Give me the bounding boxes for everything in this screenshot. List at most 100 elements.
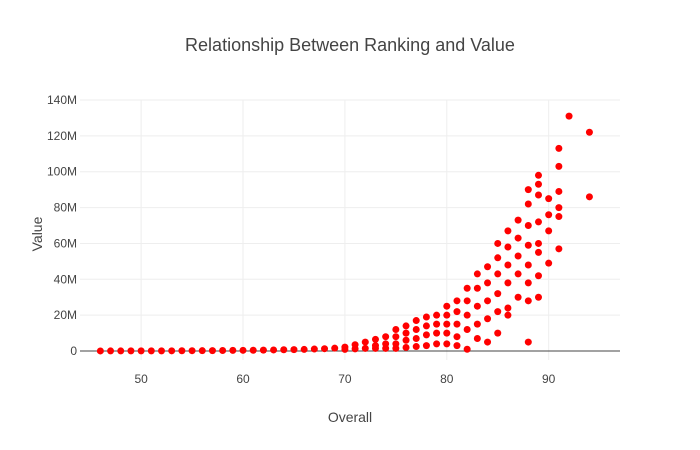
scatter-point[interactable] [453, 297, 461, 305]
scatter-point[interactable] [463, 345, 471, 353]
scatter-point[interactable] [249, 346, 257, 354]
scatter-point[interactable] [412, 317, 420, 325]
scatter-point[interactable] [484, 297, 492, 305]
scatter-point[interactable] [545, 195, 553, 203]
scatter-point[interactable] [473, 270, 481, 278]
scatter-point[interactable] [555, 187, 563, 195]
scatter-point[interactable] [127, 347, 135, 355]
scatter-point[interactable] [545, 259, 553, 267]
scatter-point[interactable] [229, 346, 237, 354]
scatter-point[interactable] [555, 245, 563, 253]
scatter-point[interactable] [524, 261, 532, 269]
scatter-point[interactable] [494, 254, 502, 262]
scatter-point[interactable] [524, 241, 532, 249]
scatter-point[interactable] [494, 290, 502, 298]
scatter-point[interactable] [443, 329, 451, 337]
scatter-point[interactable] [453, 333, 461, 341]
scatter-point[interactable] [341, 345, 349, 353]
scatter-point[interactable] [463, 326, 471, 334]
scatter-point[interactable] [524, 297, 532, 305]
scatter-point[interactable] [351, 345, 359, 353]
scatter-point[interactable] [300, 345, 308, 353]
scatter-point[interactable] [412, 343, 420, 351]
scatter-point[interactable] [280, 346, 288, 354]
scatter-point[interactable] [484, 315, 492, 323]
scatter-point[interactable] [494, 329, 502, 337]
scatter-point[interactable] [321, 345, 329, 353]
scatter-point[interactable] [382, 333, 390, 341]
scatter-point[interactable] [412, 334, 420, 342]
scatter-point[interactable] [514, 270, 522, 278]
scatter-point[interactable] [239, 346, 247, 354]
scatter-point[interactable] [382, 344, 390, 352]
scatter-point[interactable] [443, 311, 451, 319]
scatter-point[interactable] [198, 347, 206, 355]
scatter-point[interactable] [504, 279, 512, 287]
scatter-point[interactable] [545, 227, 553, 235]
scatter-point[interactable] [443, 340, 451, 348]
scatter-point[interactable] [524, 338, 532, 346]
scatter-point[interactable] [371, 344, 379, 352]
scatter-point[interactable] [585, 193, 593, 201]
scatter-point[interactable] [270, 346, 278, 354]
scatter-point[interactable] [402, 322, 410, 330]
scatter-point[interactable] [463, 311, 471, 319]
scatter-point[interactable] [534, 272, 542, 280]
scatter-point[interactable] [494, 270, 502, 278]
scatter-point[interactable] [504, 304, 512, 312]
scatter-point[interactable] [534, 180, 542, 188]
scatter-point[interactable] [524, 279, 532, 287]
scatter-point[interactable] [422, 331, 430, 339]
scatter-point[interactable] [412, 326, 420, 334]
scatter-point[interactable] [524, 222, 532, 230]
scatter-point[interactable] [361, 338, 369, 346]
scatter-point[interactable] [433, 340, 441, 348]
scatter-point[interactable] [392, 333, 400, 341]
scatter-point[interactable] [514, 252, 522, 260]
scatter-point[interactable] [534, 218, 542, 226]
scatter-point[interactable] [361, 344, 369, 352]
scatter-point[interactable] [473, 320, 481, 328]
scatter-point[interactable] [494, 239, 502, 247]
scatter-point[interactable] [310, 345, 318, 353]
scatter-point[interactable] [219, 347, 227, 354]
scatter-point[interactable] [188, 347, 196, 355]
scatter-point[interactable] [545, 211, 553, 219]
scatter-point[interactable] [443, 302, 451, 310]
scatter-point[interactable] [534, 293, 542, 301]
scatter-point[interactable] [371, 335, 379, 343]
scatter-point[interactable] [504, 227, 512, 235]
scatter-point[interactable] [524, 186, 532, 194]
scatter-point[interactable] [453, 320, 461, 328]
scatter-point[interactable] [463, 284, 471, 292]
scatter-point[interactable] [504, 311, 512, 319]
scatter-point[interactable] [443, 320, 451, 328]
scatter-point[interactable] [433, 311, 441, 319]
scatter-point[interactable] [402, 329, 410, 337]
scatter-point[interactable] [463, 297, 471, 305]
scatter-point[interactable] [453, 342, 461, 350]
scatter-point[interactable] [402, 336, 410, 344]
scatter-point[interactable] [422, 313, 430, 321]
scatter-point[interactable] [534, 191, 542, 199]
scatter-point[interactable] [484, 263, 492, 271]
scatter-point[interactable] [137, 347, 145, 355]
scatter-point[interactable] [494, 308, 502, 316]
scatter-point[interactable] [504, 261, 512, 269]
scatter-point[interactable] [514, 293, 522, 301]
scatter-point[interactable] [473, 284, 481, 292]
scatter-point[interactable] [534, 171, 542, 179]
scatter-point[interactable] [555, 204, 563, 212]
scatter-point[interactable] [422, 322, 430, 330]
scatter-point[interactable] [117, 347, 125, 355]
scatter-point[interactable] [402, 343, 410, 351]
scatter-point[interactable] [534, 239, 542, 247]
scatter-point[interactable] [484, 279, 492, 287]
scatter-point[interactable] [168, 347, 176, 355]
scatter-point[interactable] [534, 248, 542, 256]
scatter-point[interactable] [555, 213, 563, 221]
scatter-point[interactable] [565, 112, 573, 120]
scatter-point[interactable] [504, 243, 512, 251]
scatter-point[interactable] [555, 162, 563, 170]
scatter-point[interactable] [392, 326, 400, 334]
